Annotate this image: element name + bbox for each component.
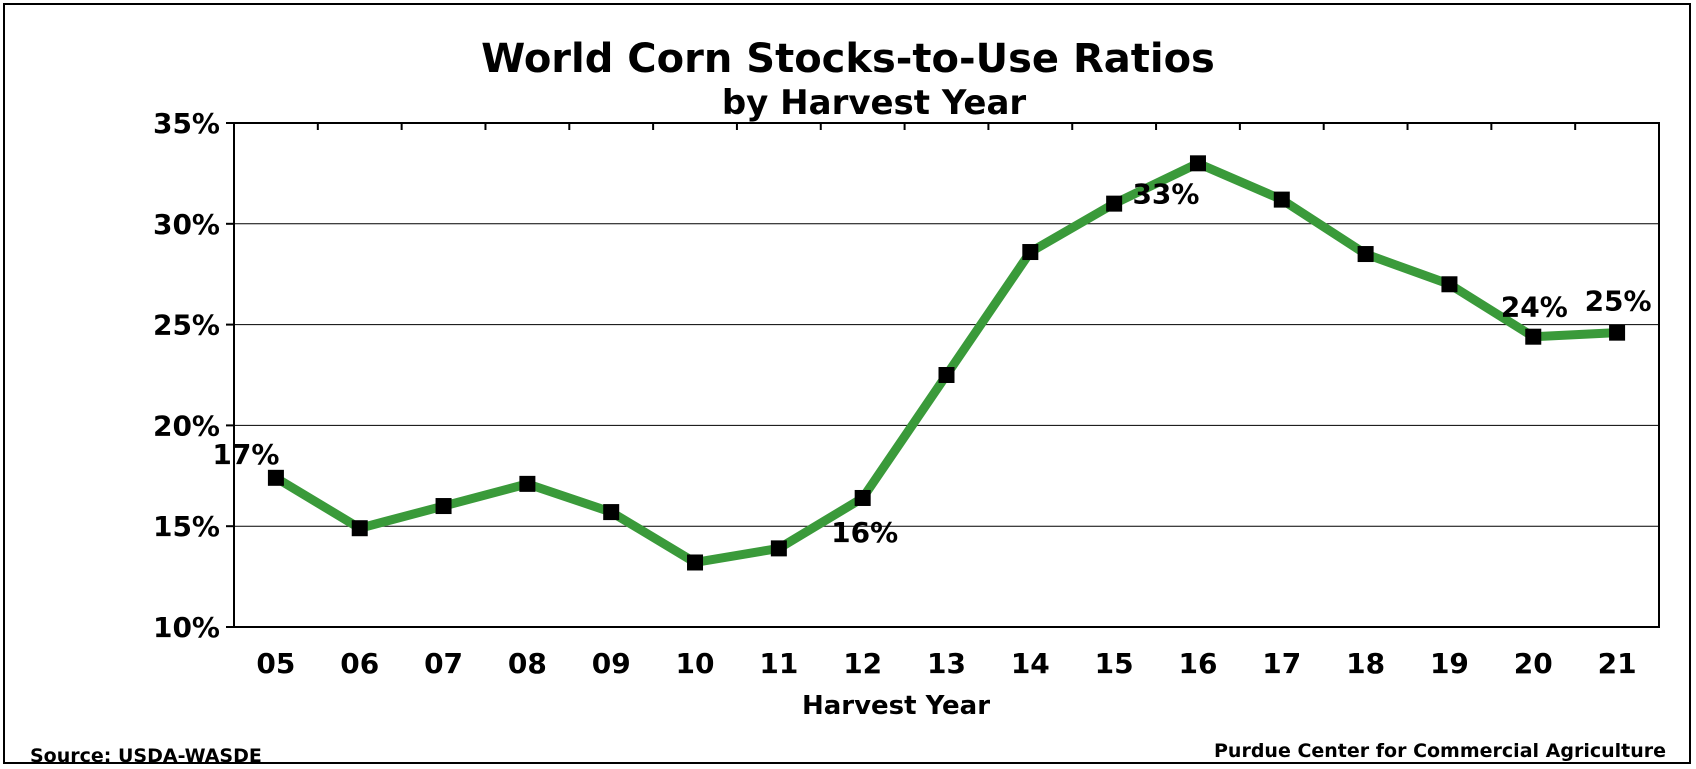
x-tick-label: 19 xyxy=(1430,647,1469,680)
ticks-layer xyxy=(226,122,1660,628)
x-tick-label: 18 xyxy=(1346,647,1385,680)
x-tick-label: 13 xyxy=(927,647,966,680)
data-label: 17% xyxy=(212,438,279,471)
plot-area xyxy=(233,122,1660,628)
data-point xyxy=(267,469,284,486)
y-tick-label: 30% xyxy=(153,208,220,241)
x-tick-label: 17 xyxy=(1262,647,1301,680)
data-point xyxy=(1273,191,1290,208)
data-label: 16% xyxy=(831,516,898,549)
data-point xyxy=(519,475,536,492)
x-tick-label: 06 xyxy=(340,647,379,680)
data-point xyxy=(938,367,955,383)
x-tick-label: 11 xyxy=(759,647,798,680)
data-label: 33% xyxy=(1132,177,1199,210)
x-tick-label: 16 xyxy=(1178,647,1217,680)
credit-note: Purdue Center for Commercial Agriculture xyxy=(1214,740,1666,762)
x-tick-label: 05 xyxy=(256,647,295,680)
data-point xyxy=(1357,246,1374,263)
x-axis-label: Harvest Year xyxy=(802,691,990,721)
y-tick-label: 25% xyxy=(153,309,220,342)
data-point xyxy=(351,520,368,537)
data-point xyxy=(1441,276,1458,293)
x-tick-label: 15 xyxy=(1095,647,1134,680)
data-point xyxy=(603,504,620,521)
x-tick-label: 07 xyxy=(424,647,463,680)
x-tick-label: 09 xyxy=(592,647,631,680)
y-tick-label: 15% xyxy=(153,510,220,543)
grid-layer xyxy=(234,223,1659,527)
series-line xyxy=(273,158,1618,567)
data-point xyxy=(854,489,871,506)
data-label: 25% xyxy=(1585,285,1652,318)
data-point xyxy=(1525,328,1542,345)
x-axis-tick-labels: 05 06 07 08 09 10 11 12 13 14 15 16 17 18 19 20 21 xyxy=(256,647,1636,680)
y-tick-label: 10% xyxy=(153,611,220,644)
x-tick-label: 12 xyxy=(843,647,882,680)
x-tick-label: 14 xyxy=(1011,647,1050,680)
data-point xyxy=(1106,195,1123,212)
y-tick-label: 35% xyxy=(153,107,220,140)
data-point xyxy=(1022,244,1039,261)
x-tick-label: 10 xyxy=(676,647,715,680)
y-axis-tick-labels: 10% 15% 20% 25% 30% 35% xyxy=(153,107,220,644)
series-layer xyxy=(267,155,1626,571)
x-tick-label: 20 xyxy=(1514,647,1553,680)
data-point xyxy=(1189,155,1206,172)
chart-title: World Corn Stocks-to-Use Ratios xyxy=(481,36,1215,82)
data-point xyxy=(687,554,704,571)
chart-frame xyxy=(3,3,1691,764)
y-tick-label: 20% xyxy=(153,409,220,442)
x-tick-label: 21 xyxy=(1598,647,1637,680)
data-label: 24% xyxy=(1501,291,1568,324)
data-point xyxy=(770,540,787,557)
chart-subtitle: by Harvest Year xyxy=(722,83,1027,123)
x-tick-label: 08 xyxy=(508,647,547,680)
data-point xyxy=(1609,324,1626,341)
data-label-layer: 17% 16% 33% 24% 25% xyxy=(212,177,1651,549)
data-point xyxy=(435,498,452,515)
source-note: Source: USDA-WASDE xyxy=(30,745,262,767)
